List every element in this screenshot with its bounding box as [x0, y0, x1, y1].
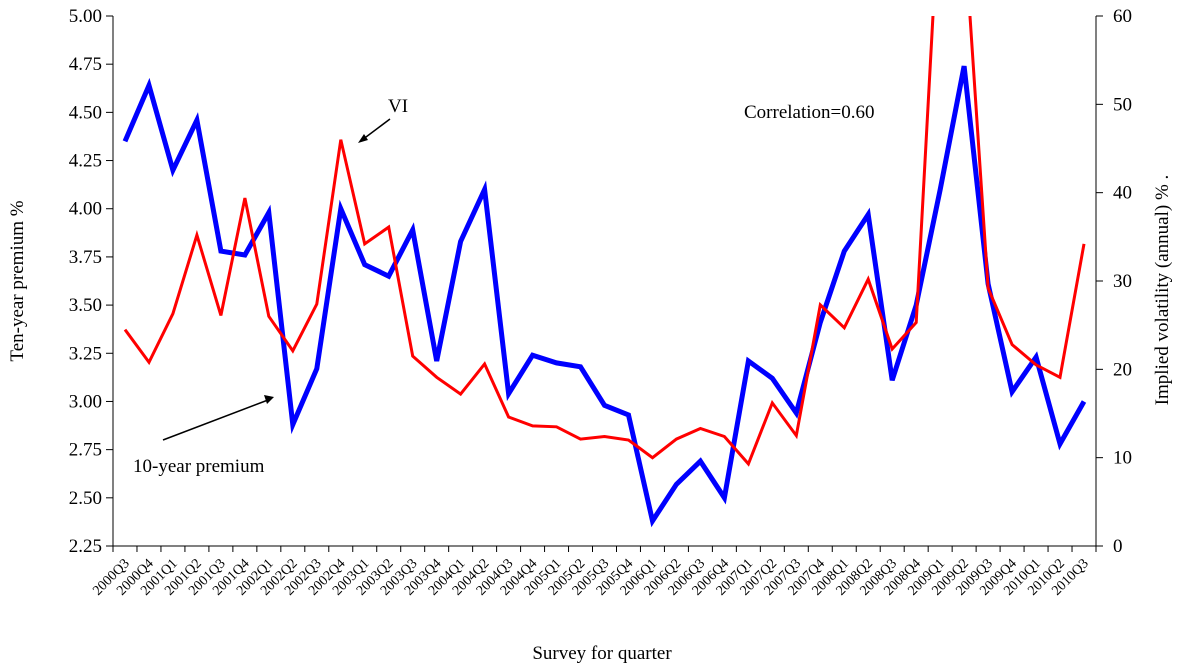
y-left-tick-label: 4.75	[69, 54, 102, 75]
y-left-tick-label: 3.50	[69, 295, 102, 316]
y-right-tick-label: 50	[1113, 94, 1132, 115]
y-right-tick-label: 40	[1113, 183, 1132, 204]
y-left-tick-label: 3.75	[69, 247, 102, 268]
annotations: VI 10-year premium Correlation=0.60	[133, 96, 875, 477]
y-axis-right-title: Implied volatility (annual) % .	[1152, 175, 1173, 406]
y-left-tick-label: 5.00	[69, 6, 102, 27]
y-axis-left-title: Ten-year premium %	[7, 200, 28, 361]
annotation-premium-arrow	[162, 399, 269, 441]
x-axis-title: Survey for quarter	[532, 643, 672, 664]
y-left-tick-label: 4.50	[69, 102, 102, 123]
series-lines	[122, 16, 1087, 528]
y-left-tick-label: 2.50	[69, 488, 102, 509]
annotation-vi-arrowhead	[358, 134, 368, 143]
y-right-tick-label: 30	[1113, 271, 1132, 292]
y-left-tick-label: 4.25	[69, 151, 102, 172]
axes: 2.25 2.50 2.75 3.00 3.25 3.50 3.75 4.00 4.25 4.50…	[69, 6, 1132, 599]
y-right-tick-label: 10	[1113, 448, 1132, 469]
annotation-correlation: Correlation=0.60	[744, 102, 875, 123]
axis-labels: Ten-year premium % Implied volatility (a…	[7, 175, 1173, 664]
y-right-tick-label: 60	[1113, 6, 1132, 27]
series-line-premium	[122, 65, 1087, 528]
annotation-premium-label: 10-year premium	[133, 456, 265, 477]
annotation-premium-arrowhead	[264, 395, 274, 404]
y-right-tick-label: 0	[1113, 536, 1123, 557]
annotation-vi-arrow	[361, 118, 391, 141]
y-left-tick-label: 2.25	[69, 536, 102, 557]
y-left-tick-label: 3.00	[69, 391, 102, 412]
y-left-tick-label: 2.75	[69, 440, 102, 461]
y-right-tick-label: 20	[1113, 359, 1132, 380]
series-line-vi	[123, 16, 1086, 467]
y-left-tick-label: 4.00	[69, 199, 102, 220]
annotation-vi-label: VI	[388, 96, 408, 117]
y-left-tick-label: 3.25	[69, 343, 102, 364]
